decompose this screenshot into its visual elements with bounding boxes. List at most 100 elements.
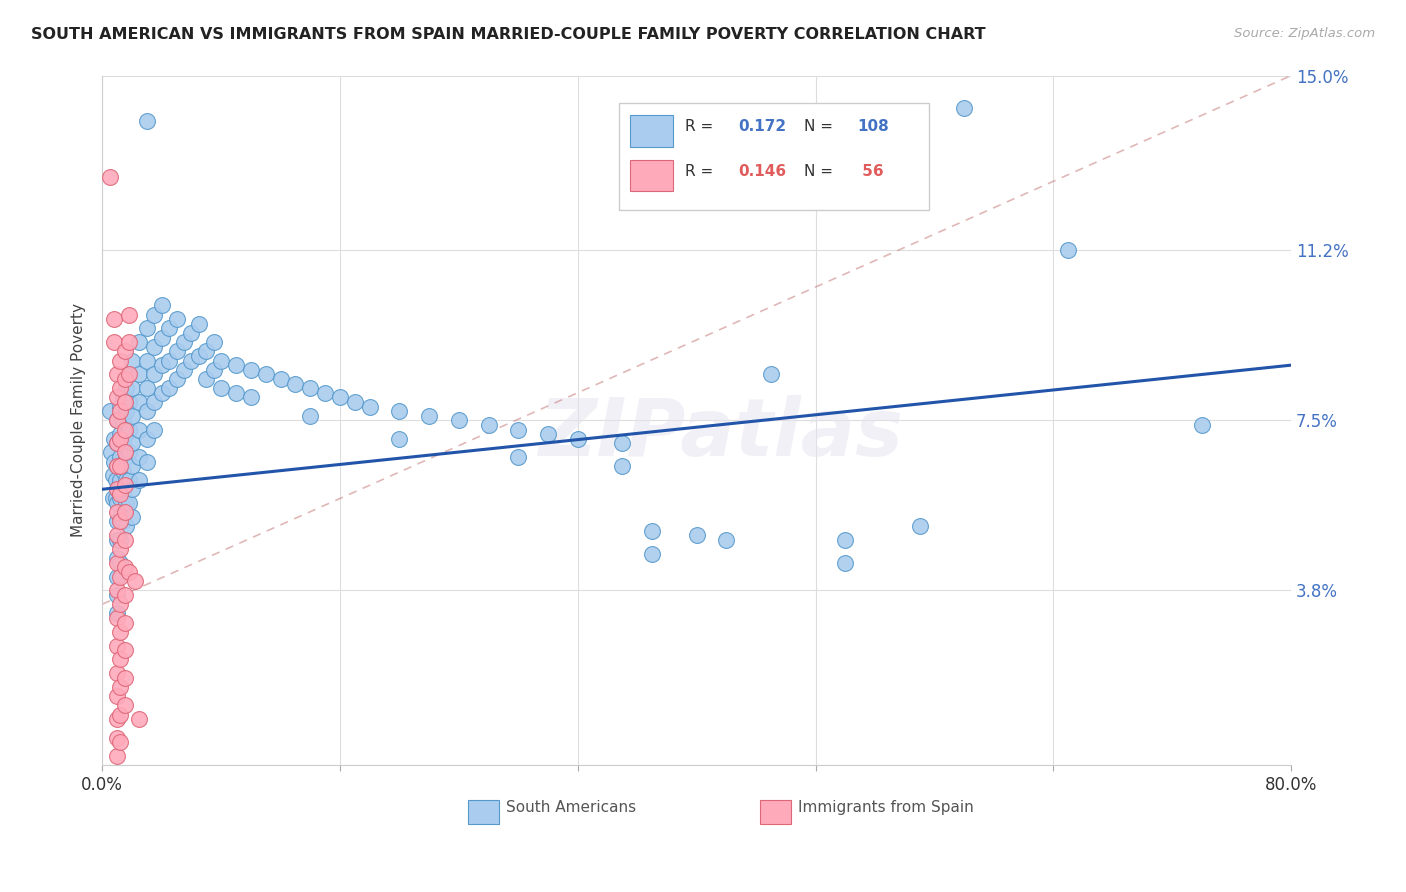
- Point: [108, 542, 131, 557]
- Text: 56: 56: [858, 164, 884, 179]
- Text: ZIPatlas: ZIPatlas: [538, 395, 903, 473]
- Text: Source: ZipAtlas.com: Source: ZipAtlas.com: [1234, 27, 1375, 40]
- Point: [103, 432, 125, 446]
- Point: [115, 450, 138, 464]
- Point: [108, 509, 131, 524]
- Point: [105, 583, 128, 598]
- Point: [239, 390, 262, 404]
- Point: [103, 335, 125, 350]
- Text: 0.146: 0.146: [738, 164, 786, 179]
- Point: [104, 473, 127, 487]
- Point: [105, 436, 128, 450]
- Point: [114, 423, 136, 437]
- Point: [128, 368, 150, 382]
- Point: [108, 652, 131, 666]
- Point: [284, 376, 307, 391]
- Point: [105, 413, 128, 427]
- Point: [108, 432, 131, 446]
- Point: [1191, 417, 1213, 432]
- Point: [150, 358, 173, 372]
- Point: [128, 395, 150, 409]
- Point: [508, 450, 530, 464]
- Point: [121, 409, 143, 423]
- Point: [98, 169, 121, 184]
- Point: [115, 404, 138, 418]
- Point: [105, 731, 128, 745]
- Text: Immigrants from Spain: Immigrants from Spain: [797, 800, 973, 815]
- Point: [108, 624, 131, 639]
- Point: [187, 317, 209, 331]
- FancyBboxPatch shape: [630, 160, 673, 192]
- Point: [105, 712, 128, 726]
- Point: [105, 483, 128, 497]
- Point: [100, 445, 122, 459]
- Point: [150, 298, 173, 312]
- Text: R =: R =: [685, 164, 713, 179]
- Point: [108, 515, 131, 529]
- Point: [759, 368, 782, 382]
- Text: 0.172: 0.172: [738, 119, 786, 134]
- Point: [121, 509, 143, 524]
- FancyBboxPatch shape: [630, 115, 673, 146]
- Point: [115, 427, 138, 442]
- Point: [114, 477, 136, 491]
- Point: [108, 459, 131, 474]
- Point: [115, 519, 138, 533]
- Point: [108, 487, 131, 501]
- Point: [343, 395, 366, 409]
- Point: [114, 372, 136, 386]
- Point: [105, 551, 128, 566]
- Point: [157, 353, 180, 368]
- Point: [225, 385, 247, 400]
- Point: [135, 381, 157, 395]
- Point: [135, 455, 157, 469]
- Point: [209, 381, 232, 395]
- Point: [612, 459, 634, 474]
- Point: [953, 101, 976, 115]
- Point: [103, 312, 125, 326]
- Point: [121, 353, 143, 368]
- Point: [121, 381, 143, 395]
- Point: [105, 533, 128, 547]
- Point: [388, 432, 411, 446]
- Point: [105, 459, 128, 474]
- Point: [108, 404, 131, 418]
- Point: [254, 368, 277, 382]
- Point: [111, 436, 134, 450]
- Point: [108, 680, 131, 694]
- Point: [105, 483, 128, 497]
- Point: [118, 308, 141, 322]
- Point: [105, 496, 128, 510]
- Text: SOUTH AMERICAN VS IMMIGRANTS FROM SPAIN MARRIED-COUPLE FAMILY POVERTY CORRELATIO: SOUTH AMERICAN VS IMMIGRANTS FROM SPAIN …: [31, 27, 986, 42]
- Point: [101, 491, 124, 506]
- Point: [173, 363, 195, 377]
- Point: [447, 413, 470, 427]
- FancyBboxPatch shape: [620, 103, 928, 210]
- Point: [329, 390, 352, 404]
- Point: [128, 473, 150, 487]
- Point: [418, 409, 440, 423]
- Point: [135, 321, 157, 335]
- Point: [111, 390, 134, 404]
- Point: [157, 321, 180, 335]
- Point: [118, 423, 141, 437]
- Point: [115, 473, 138, 487]
- Point: [103, 455, 125, 469]
- Point: [118, 335, 141, 350]
- Point: [114, 395, 136, 409]
- Point: [612, 436, 634, 450]
- Point: [111, 515, 134, 529]
- Point: [108, 353, 131, 368]
- Point: [641, 524, 664, 538]
- Point: [195, 372, 218, 386]
- Point: [157, 381, 180, 395]
- Point: [121, 483, 143, 497]
- Point: [114, 643, 136, 657]
- Point: [114, 445, 136, 459]
- Point: [118, 473, 141, 487]
- Point: [105, 611, 128, 625]
- Point: [567, 432, 589, 446]
- Point: [108, 473, 131, 487]
- Point: [225, 358, 247, 372]
- Point: [299, 381, 322, 395]
